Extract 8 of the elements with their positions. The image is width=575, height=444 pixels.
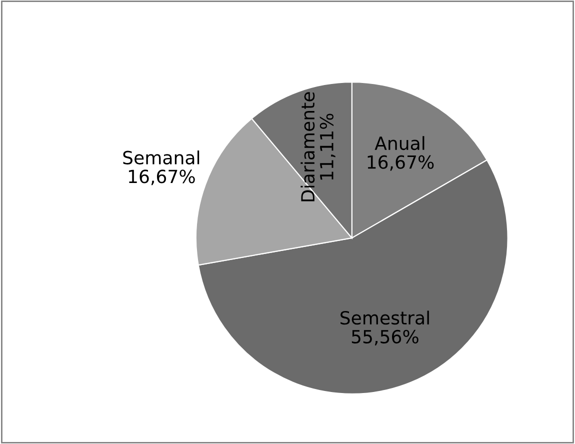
slice-label: Anual bbox=[374, 136, 424, 150]
slice-label: Semanal bbox=[123, 150, 200, 164]
data-label: 11,11% bbox=[320, 114, 336, 180]
data-label: 16,67% bbox=[368, 155, 434, 171]
data-label: 55,56% bbox=[352, 330, 418, 346]
slice-label: Diariamente bbox=[300, 92, 315, 202]
data-label: 16,67% bbox=[128, 170, 195, 186]
slice-label: Semestral bbox=[340, 310, 429, 325]
